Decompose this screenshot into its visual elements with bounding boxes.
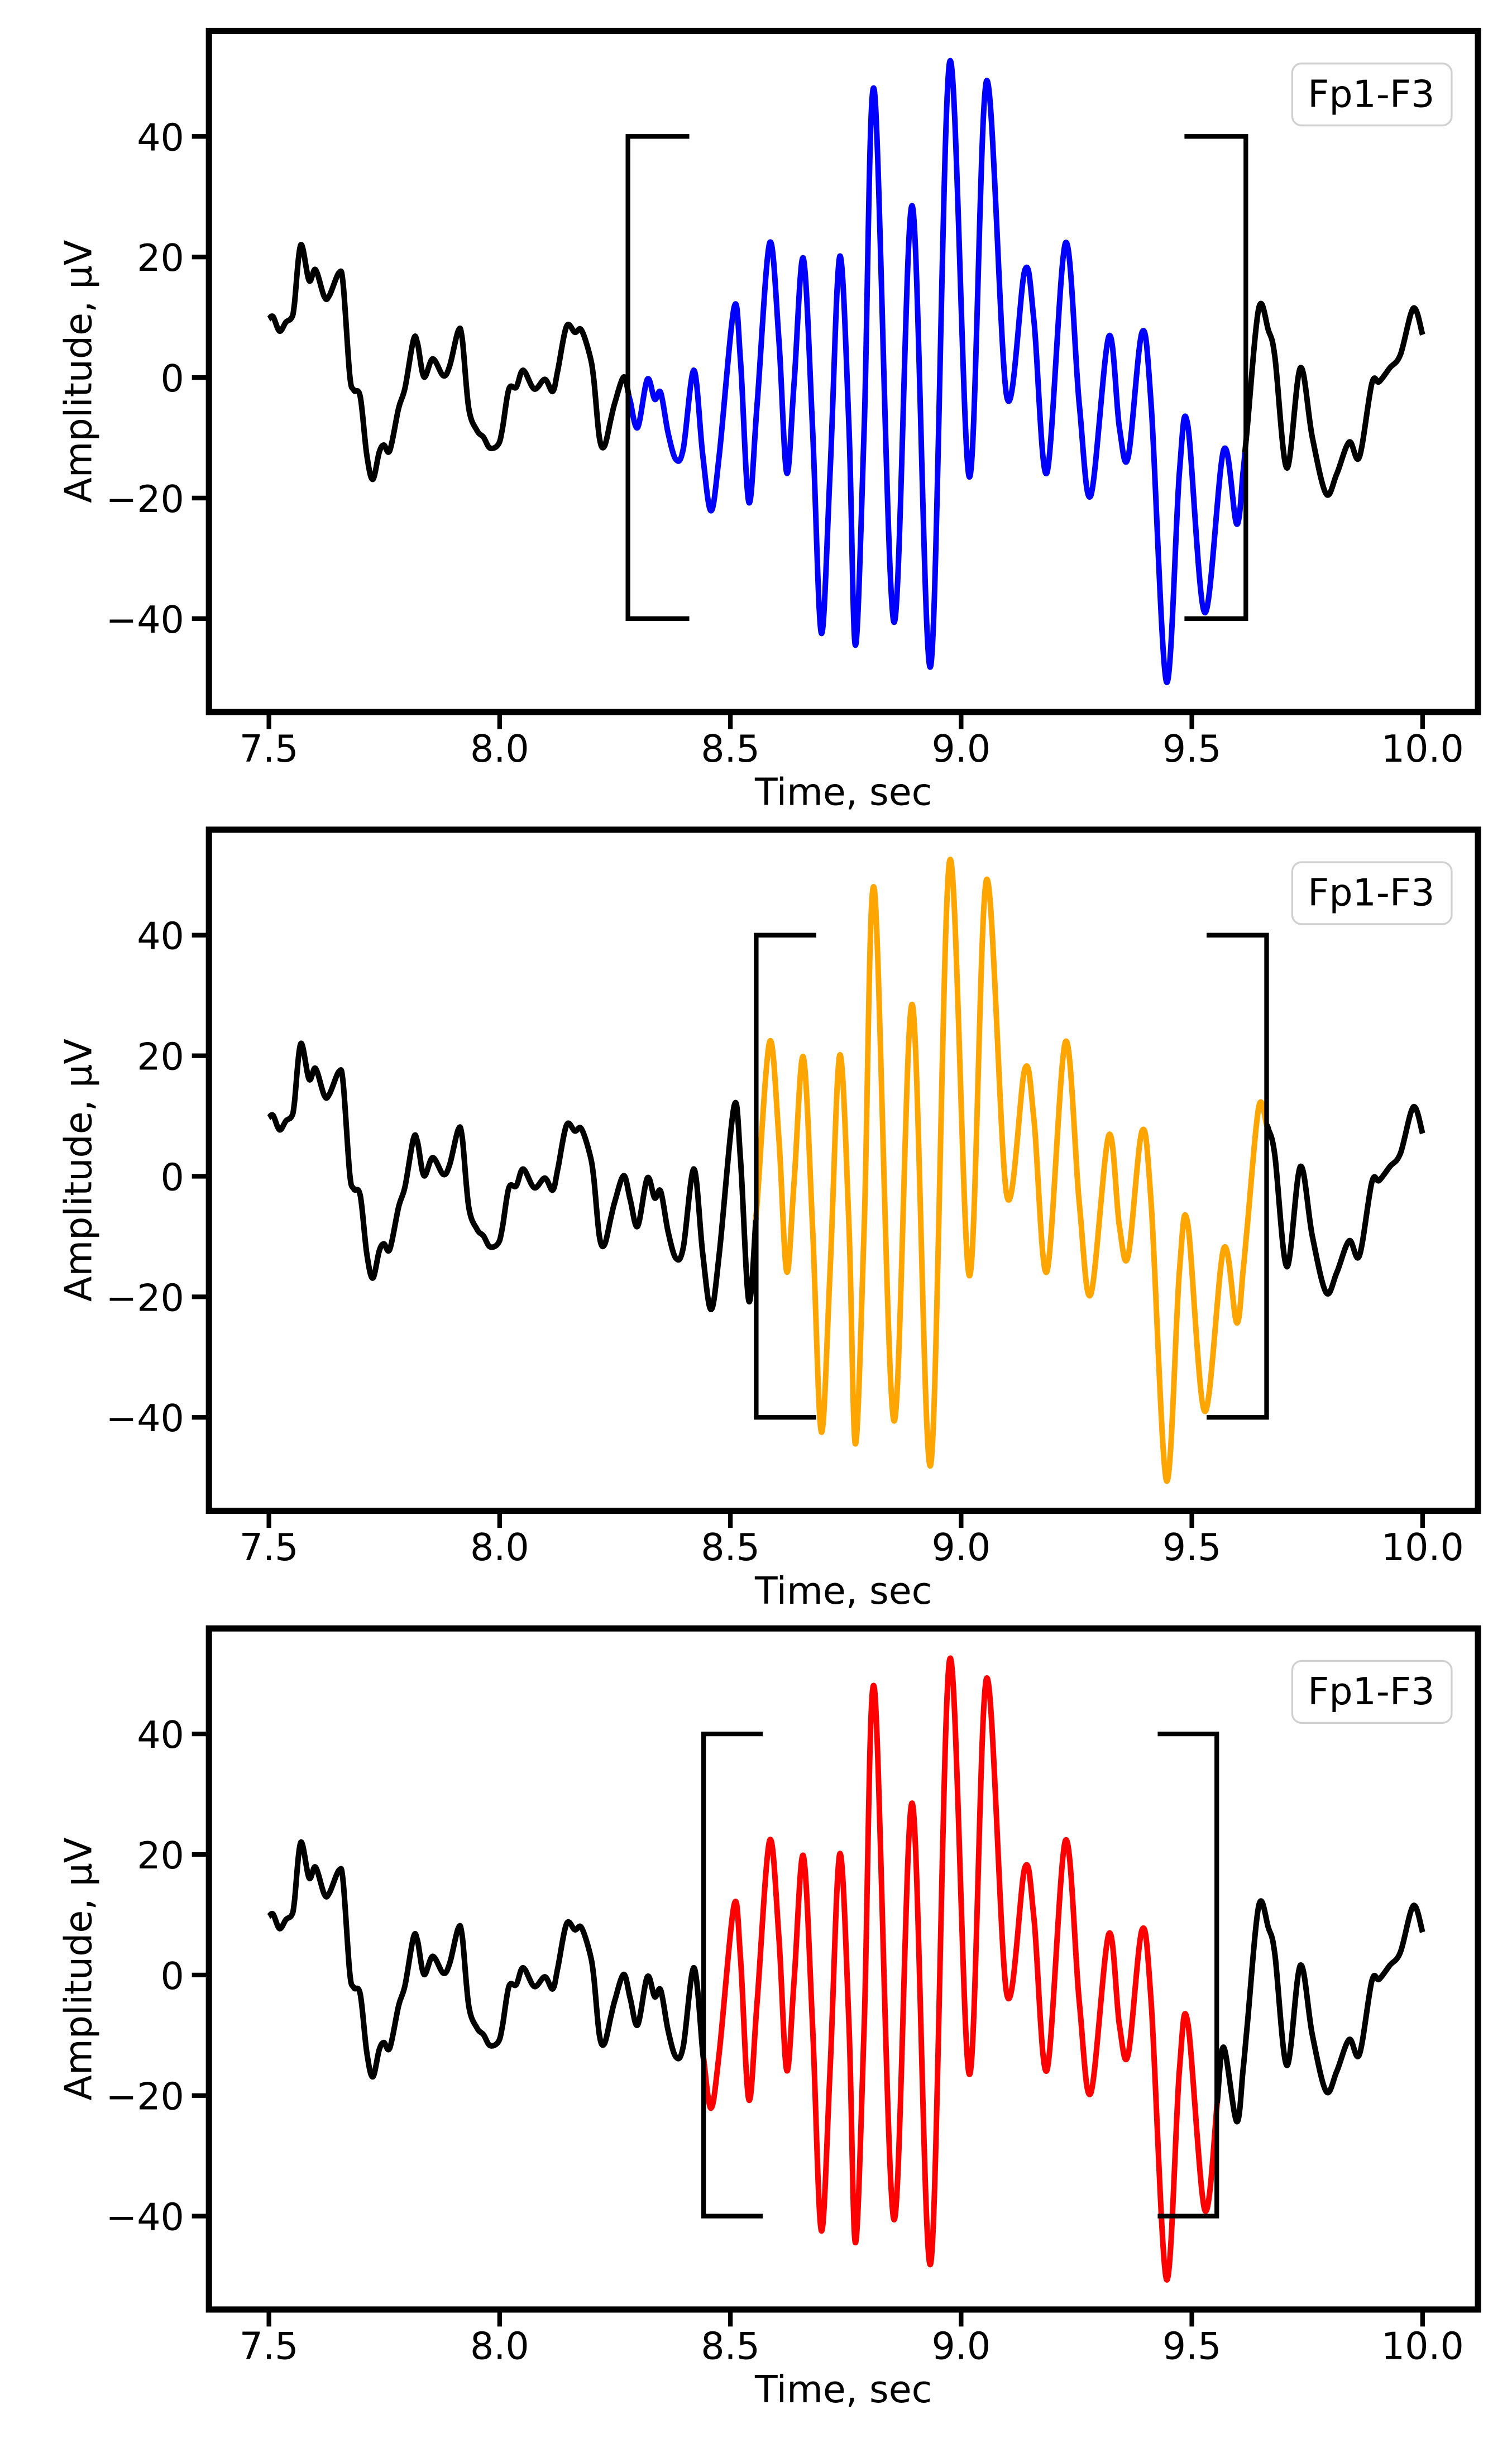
signal-after xyxy=(1242,300,1425,498)
x-tick-label: 8.0 xyxy=(470,1526,529,1569)
subplot-2: 7.5 8.0 8.5 9.0 9.5 10.0 −40 −20 0 20 40 Time, sec A… xyxy=(57,826,1481,1613)
y-tick-label: 20 xyxy=(137,1035,184,1079)
subplot-3: 7.5 8.0 8.5 9.0 9.5 10.0 −40 −20 0 20 40 Time, sec A… xyxy=(57,1625,1481,2411)
x-tick-label: 10.0 xyxy=(1381,2325,1464,2368)
y-tick-label: 20 xyxy=(137,1834,184,1877)
x-tick-label: 9.5 xyxy=(1162,727,1222,771)
x-tick-label: 7.5 xyxy=(240,2325,299,2368)
y-axis-label: Amplitude, µV xyxy=(57,1838,101,2101)
signal-highlight xyxy=(753,857,1270,1484)
y-tick-label: −40 xyxy=(106,598,184,642)
legend-label: Fp1-F3 xyxy=(1308,72,1434,116)
x-tick-label: 8.0 xyxy=(470,2325,529,2368)
axes-frame xyxy=(205,1625,1481,2313)
x-tick-label: 7.5 xyxy=(240,727,299,771)
bracket-left xyxy=(701,1731,763,2219)
signal-highlight xyxy=(626,58,1248,685)
subplot-1: 7.5 8.0 8.5 9.0 9.5 10.0 −40 −20 0 20 40 Time, sec A… xyxy=(57,27,1481,814)
bracket-left xyxy=(754,933,816,1420)
bracket-right xyxy=(1184,134,1248,622)
x-tick-label: 9.0 xyxy=(931,2325,991,2368)
legend-label: Fp1-F3 xyxy=(1308,871,1434,915)
x-tick-label: 9.5 xyxy=(1162,2325,1222,2368)
legend: Fp1-F3 xyxy=(1291,1660,1453,1724)
y-tick-label: 0 xyxy=(161,1155,184,1199)
legend: Fp1-F3 xyxy=(1291,62,1453,127)
y-tick-label: 40 xyxy=(137,1713,184,1757)
legend: Fp1-F3 xyxy=(1291,861,1453,925)
x-axis-label: Time, sec xyxy=(754,1569,932,1613)
y-tick-label: 20 xyxy=(137,236,184,280)
y-tick-label: −20 xyxy=(106,2075,184,2119)
y-tick-label: 0 xyxy=(161,1954,184,1998)
bracket-left xyxy=(625,134,690,622)
x-tick-label: 10.0 xyxy=(1381,727,1464,771)
y-tick-label: −40 xyxy=(106,2196,184,2239)
y-tick-label: 40 xyxy=(137,116,184,159)
x-tick-label: 8.5 xyxy=(701,727,760,771)
x-tick-label: 8.5 xyxy=(701,1526,760,1569)
signal-after xyxy=(1214,1898,1425,2125)
bracket-right xyxy=(1157,1731,1219,2219)
legend-box xyxy=(1291,62,1453,127)
axes-frame xyxy=(205,826,1481,1514)
x-axis-label: Time, sec xyxy=(754,2368,932,2411)
signal-after xyxy=(1264,1104,1425,1297)
signal-before xyxy=(267,1040,759,1313)
y-axis-label: Amplitude, µV xyxy=(57,1039,101,1302)
y-tick-label: −20 xyxy=(106,1276,184,1320)
x-axis-label: Time, sec xyxy=(754,770,932,814)
legend-label: Fp1-F3 xyxy=(1308,1670,1434,1713)
plot-area xyxy=(209,1628,1478,2310)
signal-highlight xyxy=(701,1655,1221,2283)
x-tick-label: 8.5 xyxy=(701,2325,760,2368)
legend-box xyxy=(1291,1660,1453,1724)
plot-area xyxy=(209,31,1478,713)
y-tick-label: 40 xyxy=(137,915,184,958)
legend-box xyxy=(1291,861,1453,925)
signal-before xyxy=(267,1839,707,2080)
plot-area xyxy=(209,829,1478,1511)
x-tick-label: 10.0 xyxy=(1381,1526,1464,1569)
y-tick-label: 0 xyxy=(161,357,184,400)
x-tick-label: 9.5 xyxy=(1162,1526,1222,1569)
axes-frame xyxy=(205,27,1481,715)
x-tick-label: 8.0 xyxy=(470,727,529,771)
y-tick-label: −20 xyxy=(106,477,184,521)
x-tick-label: 9.0 xyxy=(931,727,991,771)
y-axis-label: Amplitude, µV xyxy=(57,240,101,503)
bracket-right xyxy=(1207,933,1269,1420)
x-tick-label: 7.5 xyxy=(240,1526,299,1569)
y-tick-label: −40 xyxy=(106,1397,184,1440)
signal-before xyxy=(267,242,632,482)
x-tick-label: 9.0 xyxy=(931,1526,991,1569)
